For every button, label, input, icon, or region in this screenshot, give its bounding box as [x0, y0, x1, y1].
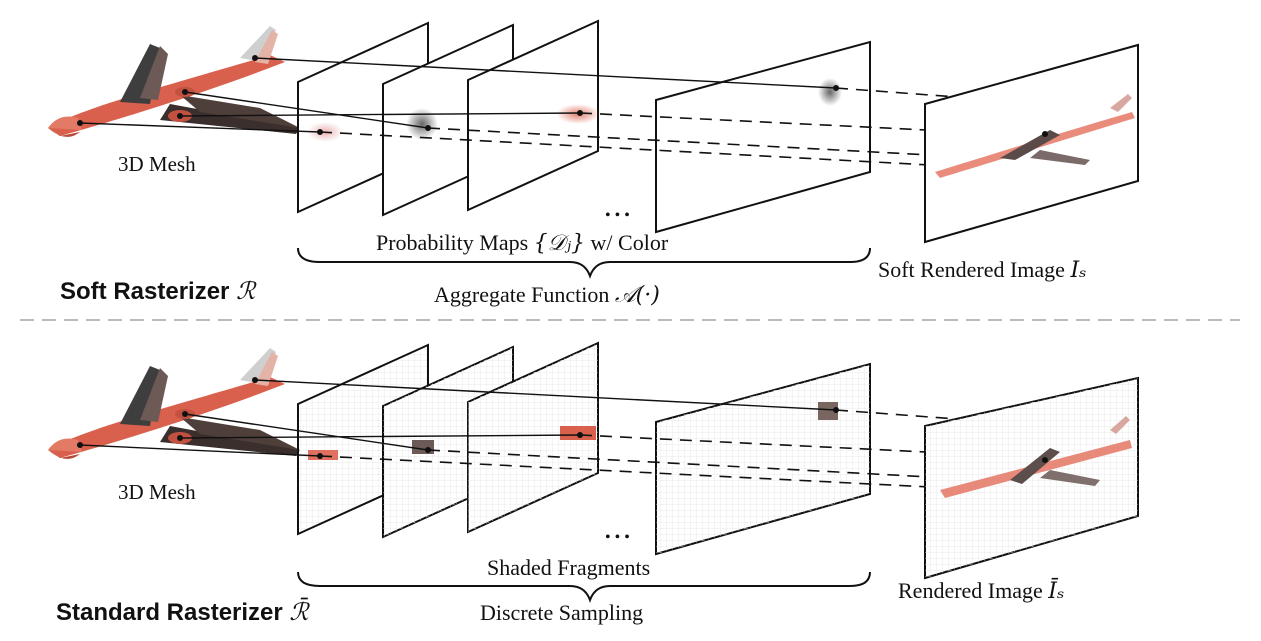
soft-rasterizer-section: • • • [48, 19, 1139, 279]
probability-maps-label: Probability Maps {𝒟ⱼ} w/ Color [376, 230, 668, 256]
standard-mesh-airplane [48, 348, 300, 459]
standard-rasterizer-title-text: Standard Rasterizer [56, 599, 283, 626]
projection-line [79, 122, 321, 133]
projection-line [184, 91, 429, 129]
standard-rasterizer-symbol: ℛ̄ [289, 598, 309, 626]
rendered-image [924, 376, 1139, 580]
projection-line [79, 444, 321, 457]
projection-line [179, 112, 581, 117]
projection-line [254, 379, 837, 411]
discrete-sampling-label: Discrete Sampling [480, 600, 644, 625]
dashed-ray [319, 455, 931, 488]
soft-rendered-image-symbol: Iₛ [1070, 258, 1087, 283]
standard-rasterizer-title: Standard Rasterizer ℛ̄ [56, 598, 309, 627]
soft-rasterizer-title: Soft Rasterizer ℛ [60, 277, 255, 306]
projection-line [254, 57, 837, 89]
standard-ellipsis: • • • [605, 529, 630, 546]
sampling-brace [297, 571, 871, 603]
shaded-fragments-label: Shaded Fragments [487, 555, 651, 580]
soft-mesh-label: 3D Mesh [118, 152, 196, 176]
aggregate-function-label: Aggregate Function 𝒜(·) [434, 282, 660, 308]
fragment-map-3 [467, 341, 599, 534]
dashed-ray [579, 434, 1131, 463]
fragment-map-4 [655, 362, 871, 556]
aggregate-function-text: Aggregate Function [434, 282, 610, 307]
soft-rasterizer-symbol: ℛ [236, 277, 256, 305]
probability-maps-suffix: w/ Color [590, 230, 669, 255]
projection-line [179, 434, 581, 439]
standard-rasterizer-section: • • • [48, 341, 1139, 603]
soft-mesh-airplane [48, 26, 300, 137]
dashed-ray [579, 112, 1131, 141]
rendered-image-symbol: Īₛ [1048, 579, 1065, 604]
soft-rasterizer-title-text: Soft Rasterizer [60, 278, 230, 305]
probability-maps-symbol: {𝒟ⱼ} [533, 231, 586, 256]
aggregate-function-symbol: 𝒜(·) [614, 283, 660, 308]
soft-rendered-image [924, 43, 1139, 244]
dashed-ray [427, 449, 931, 478]
soft-rendered-image-text: Soft Rendered Image [878, 257, 1065, 282]
rendered-image-label: Rendered Image Īₛ [898, 578, 1064, 604]
dashed-ray [319, 131, 931, 166]
standard-mesh-label: 3D Mesh [118, 480, 196, 504]
soft-ellipsis: • • • [605, 207, 630, 224]
dashed-ray [427, 127, 931, 156]
rendered-image-text: Rendered Image [898, 578, 1043, 603]
probability-map-4 [655, 40, 871, 234]
probability-map-3 [467, 19, 600, 212]
probability-maps-text: Probability Maps [376, 230, 529, 255]
soft-rendered-image-label: Soft Rendered Image Iₛ [878, 257, 1087, 283]
projection-line [184, 413, 429, 451]
aggregate-brace [297, 247, 871, 279]
